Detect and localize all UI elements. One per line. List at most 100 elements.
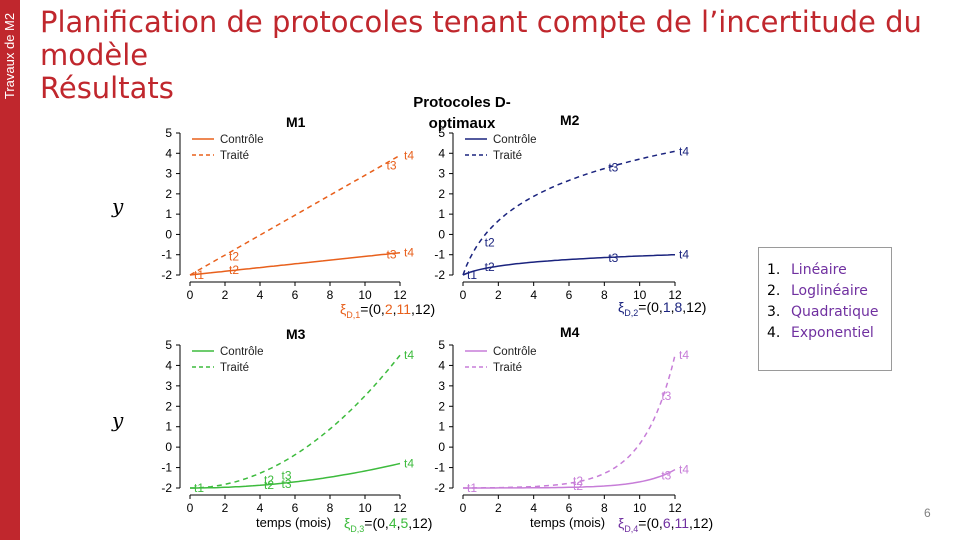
- sidebar-band: Travaux de M2: [0, 0, 20, 540]
- panel-title-m4: M4: [560, 324, 580, 340]
- p2-legend-control-label: Contrôle: [493, 134, 536, 146]
- p1-point-label-t2: t2: [229, 263, 239, 277]
- p4-point-label-t3: t3: [661, 389, 671, 403]
- p4-y-tick-label: -2: [434, 481, 445, 495]
- p1-x-tick-label: 0: [187, 288, 194, 302]
- p3-y-tick-label: 0: [165, 440, 172, 454]
- p1-y-tick-label: -2: [161, 268, 172, 282]
- subtitle-d-optimal: Protocoles D-optimaux: [413, 94, 511, 132]
- p4-y-tick-label: 4: [438, 358, 445, 372]
- p3-series-control-line: [190, 462, 401, 489]
- p2-y-tick-label: -2: [434, 268, 445, 282]
- p4-x-tick-label: 12: [668, 501, 682, 515]
- p1-series-treated-line: [189, 154, 401, 276]
- design-label-3: ξD,3=(0,4,5,12): [344, 515, 433, 534]
- model-item-4: 4. Exponentiel: [767, 325, 874, 341]
- p2-point-label-t2: t2: [485, 236, 495, 250]
- p1-point-label-t3: t3: [387, 248, 397, 262]
- p4-x-tick-label: 6: [566, 501, 573, 515]
- p3-point-label-t3: t3: [282, 477, 292, 491]
- p2-x-tick-label: 0: [460, 288, 467, 302]
- p3-x-tick-label: 10: [358, 501, 372, 515]
- p2-point-label-t1: t1: [467, 268, 477, 282]
- p2-x-tick-label: 8: [601, 288, 608, 302]
- p1-x-tick-label: 12: [393, 288, 407, 302]
- p4-x-tick-label: 8: [601, 501, 608, 515]
- p3-point-label-t4: t4: [404, 456, 414, 470]
- model-item-1: 1. Linéaire: [767, 262, 847, 278]
- p2-y-tick-label: -1: [434, 248, 445, 262]
- page-number: 6: [924, 506, 931, 520]
- x-axis-label-right: temps (mois): [530, 515, 606, 530]
- p3-x-tick-label: 12: [393, 501, 407, 515]
- design-label-1: ξD,1=(0,2,11,12): [340, 301, 436, 320]
- p4-point-label-t1: t1: [467, 481, 477, 495]
- p1-x-tick-label: 4: [257, 288, 264, 302]
- p3-y-tick-label: 4: [165, 358, 172, 372]
- p2-point-label-t2: t2: [485, 260, 495, 274]
- p3-y-tick-label: 3: [165, 379, 172, 393]
- p3-y-tick-label: -1: [161, 461, 172, 475]
- p2-y-tick-label: 4: [438, 146, 445, 160]
- p1-legend-treated-label: Traité: [220, 150, 249, 162]
- p4-x-tick-label: 10: [633, 501, 647, 515]
- y-axis-label-top: y: [112, 194, 124, 218]
- p2-y-tick-label: 0: [438, 227, 445, 241]
- p4-point-label-t2: t2: [573, 474, 583, 488]
- p2-legend-treated-label: Traité: [493, 150, 522, 162]
- p1-x-tick-label: 2: [222, 288, 229, 302]
- p4-point-label-t3: t3: [661, 469, 671, 483]
- p1-y-tick-label: 0: [165, 227, 172, 241]
- p4-y-tick-label: 3: [438, 379, 445, 393]
- p2-x-tick-label: 4: [530, 288, 537, 302]
- p4-y-tick-label: 1: [438, 420, 445, 434]
- p1-y-tick-label: 4: [165, 146, 172, 160]
- p1-point-label-t4: t4: [404, 148, 414, 162]
- model-list: 1. Linéaire 2. Loglinéaire 3. Quadratique 4…: [767, 260, 878, 344]
- p1-y-tick-label: 2: [165, 187, 172, 201]
- panel-title-m1: M1: [286, 114, 306, 130]
- x-axis-label-left: temps (mois): [256, 515, 332, 530]
- p2-point-label-t4: t4: [679, 248, 689, 262]
- p3-point-label-t4: t4: [404, 348, 414, 362]
- p1-point-label-t2: t2: [229, 250, 239, 264]
- design-label-2: ξD,2=(0,1,8,12): [618, 299, 707, 318]
- p2-y-tick-label: 3: [438, 167, 445, 181]
- p1-series-control-line: [189, 251, 401, 276]
- p3-legend-treated-label: Traité: [220, 362, 249, 374]
- p3-x-tick-label: 4: [257, 501, 264, 515]
- p1-y-tick-label: 1: [165, 207, 172, 221]
- p3-point-label-t1: t1: [194, 481, 204, 495]
- p3-point-label-t2: t2: [264, 478, 274, 492]
- p1-x-tick-label: 6: [292, 288, 299, 302]
- p2-series-control-line: [462, 253, 676, 276]
- title-line-2: modèle: [40, 38, 149, 72]
- p4-y-tick-label: 5: [438, 338, 445, 352]
- p4-series-treated-line: [463, 355, 676, 489]
- model-item-3: 3. Quadratique: [767, 304, 879, 320]
- p1-legend-control-label: Contrôle: [220, 134, 263, 146]
- p1-x-tick-label: 10: [358, 288, 372, 302]
- p3-y-tick-label: -2: [161, 481, 172, 495]
- p2-point-label-t4: t4: [679, 144, 689, 158]
- p4-x-tick-label: 0: [460, 501, 467, 515]
- p3-point-label-t3: t3: [282, 469, 292, 483]
- p1-y-tick-label: 3: [165, 167, 172, 181]
- p1-point-label-t1: t1: [194, 268, 204, 282]
- model-item-2: 2. Loglinéaire: [767, 283, 868, 299]
- p2-x-tick-label: 12: [668, 288, 682, 302]
- p3-x-tick-label: 2: [222, 501, 229, 515]
- title-line-3: Résultats: [40, 71, 174, 105]
- model-list-box: 1. Linéaire 2. Loglinéaire 3. Quadratique 4…: [758, 247, 892, 371]
- p2-x-tick-label: 2: [495, 288, 502, 302]
- p4-y-tick-label: -1: [434, 461, 445, 475]
- p4-series-control-line: [463, 468, 676, 489]
- panel-title-m3: M3: [286, 326, 306, 342]
- p2-series-treated-line: [462, 150, 676, 276]
- p4-y-tick-label: 2: [438, 399, 445, 413]
- p2-y-tick-label: 5: [438, 126, 445, 140]
- p4-legend-treated-label: Traité: [493, 362, 522, 374]
- panel-title-m2: M2: [560, 112, 580, 128]
- p2-x-tick-label: 10: [633, 288, 647, 302]
